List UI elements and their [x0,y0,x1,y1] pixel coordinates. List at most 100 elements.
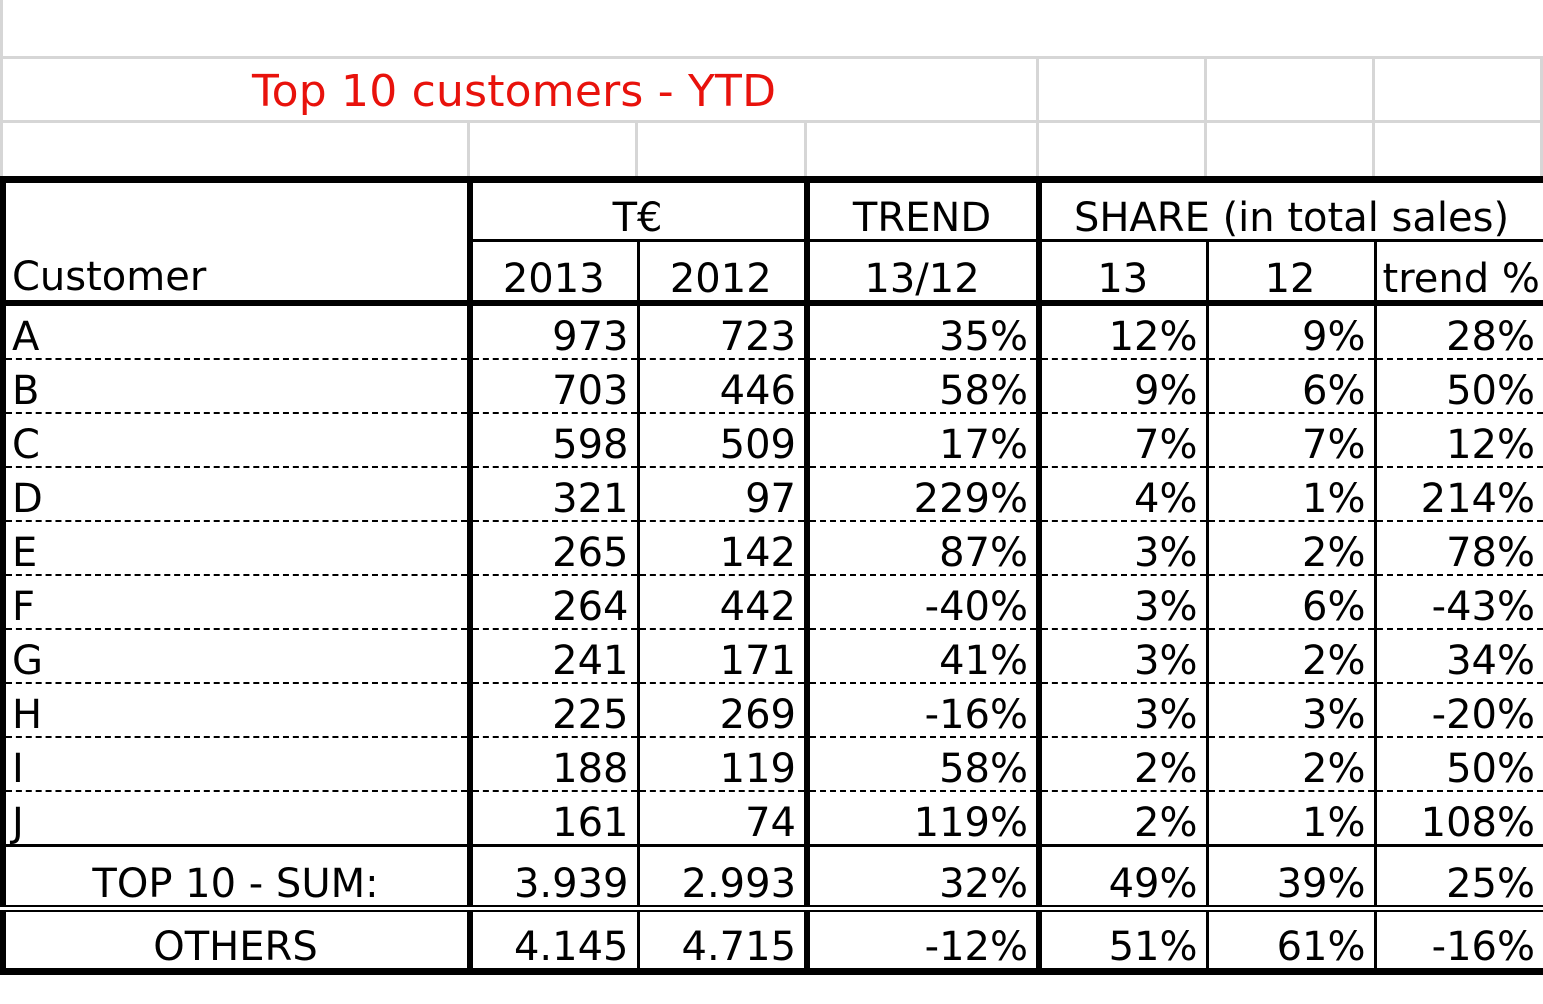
others-2013[interactable]: 4.145 [470,908,640,975]
cell-customer[interactable]: A [0,303,473,360]
cell-trend[interactable]: -16% [807,683,1043,738]
cell-share-12[interactable]: 1% [1207,791,1377,846]
cell-share-12[interactable]: 2% [1207,737,1377,792]
top10-trend[interactable]: 32% [807,844,1043,912]
cell-share-13[interactable]: 3% [1039,575,1209,630]
header-group-te[interactable]: T€ [470,176,811,242]
cell-2012[interactable]: 446 [638,359,811,414]
cell-trend[interactable]: 58% [807,737,1043,792]
cell-share-12[interactable]: 7% [1207,413,1377,468]
cell-share-12[interactable]: 9% [1207,303,1377,360]
cell-2012[interactable]: 142 [638,521,811,576]
cell-share-13[interactable]: 12% [1039,303,1209,360]
cell-trend[interactable]: 41% [807,629,1043,684]
cell-share-13[interactable]: 9% [1039,359,1209,414]
cell-2013[interactable]: 188 [470,737,640,792]
header-trend-pct[interactable]: trend % [1375,240,1543,306]
cell-share-13[interactable]: 3% [1039,629,1209,684]
top10-2013[interactable]: 3.939 [470,844,640,912]
table-row: C 598 509 17% 7% 7% 12% [0,413,1543,468]
cell-2013[interactable]: 598 [470,413,640,468]
cell-trend[interactable]: 17% [807,413,1043,468]
cell-2013[interactable]: 703 [470,359,640,414]
header-trend-period[interactable]: 13/12 [807,240,1043,306]
cell-trend[interactable]: 119% [807,791,1043,846]
header-2013[interactable]: 2013 [470,240,640,306]
sheet-title[interactable]: Top 10 customers - YTD [252,66,777,117]
cell-share-12[interactable]: 6% [1207,575,1377,630]
cell-share-12[interactable]: 2% [1207,521,1377,576]
cell-2013[interactable]: 321 [470,467,640,522]
cell-trend[interactable]: 87% [807,521,1043,576]
cell-2013[interactable]: 265 [470,521,640,576]
header-share-12[interactable]: 12 [1207,240,1377,306]
header-customer[interactable]: Customer [0,176,473,306]
cell-share-13[interactable]: 3% [1039,683,1209,738]
cell-share-12[interactable]: 1% [1207,467,1377,522]
cell-2012[interactable]: 723 [638,303,811,360]
cell-2012[interactable]: 97 [638,467,811,522]
cell-2013[interactable]: 161 [470,791,640,846]
cell-customer[interactable]: C [0,413,473,468]
header-share-13[interactable]: 13 [1039,240,1209,306]
top10-share-trend[interactable]: 25% [1375,844,1543,912]
header-group-share[interactable]: SHARE (in total sales) [1039,176,1543,242]
top10-2012[interactable]: 2.993 [638,844,811,912]
cell-share-trend[interactable]: 108% [1375,791,1543,846]
cell-share-trend[interactable]: 214% [1375,467,1543,522]
cell-share-13[interactable]: 2% [1039,737,1209,792]
cell-customer[interactable]: D [0,467,473,522]
grid-line [1372,58,1375,176]
cell-share-trend[interactable]: 78% [1375,521,1543,576]
cell-2012[interactable]: 442 [638,575,811,630]
cell-customer[interactable]: H [0,683,473,738]
cell-2012[interactable]: 119 [638,737,811,792]
cell-share-trend[interactable]: 50% [1375,737,1543,792]
cell-share-trend[interactable]: -43% [1375,575,1543,630]
cell-share-trend[interactable]: 12% [1375,413,1543,468]
cell-customer[interactable]: B [0,359,473,414]
others-share-12[interactable]: 61% [1207,908,1377,975]
cell-customer[interactable]: F [0,575,473,630]
cell-2013[interactable]: 225 [470,683,640,738]
cell-2013[interactable]: 241 [470,629,640,684]
grid-line [1036,58,1039,176]
others-share-trend[interactable]: -16% [1375,908,1543,975]
cell-trend[interactable]: 229% [807,467,1043,522]
cell-share-trend[interactable]: -20% [1375,683,1543,738]
header-2012[interactable]: 2012 [638,240,811,306]
header-group-trend[interactable]: TREND [807,176,1043,242]
cell-share-13[interactable]: 4% [1039,467,1209,522]
cell-share-13[interactable]: 2% [1039,791,1209,846]
cell-customer[interactable]: I [0,737,473,792]
cell-share-12[interactable]: 3% [1207,683,1377,738]
others-label[interactable]: OTHERS [0,908,473,975]
cell-2012[interactable]: 171 [638,629,811,684]
cell-customer[interactable]: J [0,791,473,846]
table-row: G 241 171 41% 3% 2% 34% [0,629,1543,684]
others-2012[interactable]: 4.715 [638,908,811,975]
cell-customer[interactable]: G [0,629,473,684]
others-trend[interactable]: -12% [807,908,1043,975]
cell-trend[interactable]: 58% [807,359,1043,414]
cell-share-trend[interactable]: 28% [1375,303,1543,360]
cell-share-trend[interactable]: 50% [1375,359,1543,414]
cell-trend[interactable]: -40% [807,575,1043,630]
top10-share-12[interactable]: 39% [1207,844,1377,912]
cell-customer[interactable]: E [0,521,473,576]
cell-share-trend[interactable]: 34% [1375,629,1543,684]
cell-2012[interactable]: 74 [638,791,811,846]
top10-share-13[interactable]: 49% [1039,844,1209,912]
cell-share-13[interactable]: 3% [1039,521,1209,576]
cell-share-13[interactable]: 7% [1039,413,1209,468]
table-row: F 264 442 -40% 3% 6% -43% [0,575,1543,630]
cell-share-12[interactable]: 6% [1207,359,1377,414]
cell-2013[interactable]: 973 [470,303,640,360]
others-share-13[interactable]: 51% [1039,908,1209,975]
cell-2013[interactable]: 264 [470,575,640,630]
cell-2012[interactable]: 509 [638,413,811,468]
cell-2012[interactable]: 269 [638,683,811,738]
cell-trend[interactable]: 35% [807,303,1043,360]
top10-sum-label[interactable]: TOP 10 - SUM: [0,844,473,912]
cell-share-12[interactable]: 2% [1207,629,1377,684]
